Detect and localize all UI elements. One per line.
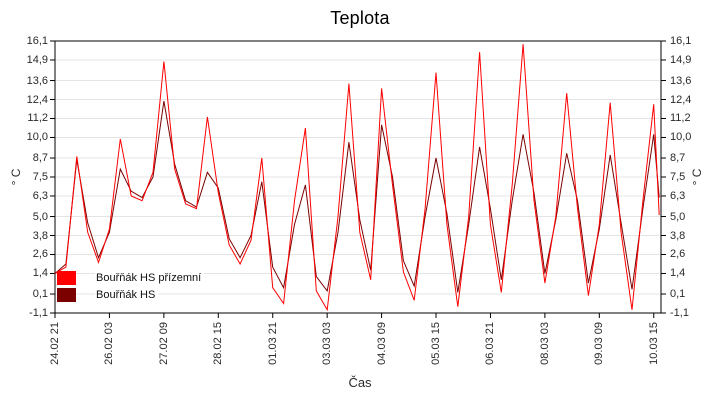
y-tick-label-left: 16,1	[26, 35, 48, 47]
legend-label: Bouřňák HS	[95, 287, 159, 302]
legend-item-0: Bouřňák HS přízemní	[57, 269, 205, 286]
x-axis-title: Čas	[348, 375, 372, 390]
chart-title: Teplota	[330, 8, 390, 28]
y-tick-label-left: 8,7	[32, 152, 48, 165]
legend: Bouřňák HS přízemní Bouřňák HS	[57, 269, 205, 303]
legend-item-1: Bouřňák HS	[57, 286, 204, 303]
x-tick-label: 05.03 15	[430, 322, 443, 365]
series-line-0	[54, 44, 660, 312]
y-tick-label-right: 6,3	[670, 189, 686, 202]
y-tick-label-right: 8,7	[670, 152, 686, 165]
y-tick-label-left: 12,4	[26, 93, 48, 106]
x-tick-label: 01.03 21	[266, 322, 279, 365]
y-tick-label-left: 10,0	[26, 131, 48, 144]
x-tick-label: 26.02 03	[103, 322, 116, 365]
y-tick-label-right: 10,0	[670, 131, 692, 144]
y-tick-label-right: 1,4	[670, 267, 686, 280]
y-tick-label-left: 0,1	[32, 288, 48, 301]
y-tick-label-left: 14,9	[26, 53, 48, 66]
x-tick-label: 08.03 03	[538, 322, 551, 365]
y-tick-label-right: 11,2	[670, 112, 691, 125]
x-tick-label: 09.03 09	[593, 322, 606, 365]
series-line-1	[54, 101, 660, 293]
y-tick-label-right: 7,5	[670, 171, 686, 183]
y-tick-label-left: 2,6	[32, 248, 48, 261]
y-tick-label-right: 2,6	[670, 248, 686, 261]
x-tick-label: 24.02 21	[49, 322, 61, 365]
x-tick-label: 10.03 15	[647, 322, 660, 365]
y-tick-label-right: 12,4	[670, 93, 692, 106]
y-tick-label-right: 14,9	[670, 53, 692, 66]
x-tick-label: 27.02 09	[157, 322, 170, 365]
y-tick-label-left: 11,2	[27, 112, 48, 125]
y-tick-label-right: 0,1	[670, 288, 686, 301]
y-tick-label-left: 7,5	[32, 171, 48, 183]
y-tick-label-right: 16,1	[670, 35, 692, 47]
y-tick-label-left: 3,8	[32, 229, 48, 242]
y-tick-label-right: 13,6	[670, 74, 692, 87]
y-tick-label-left: 5,0	[32, 210, 48, 223]
y-tick-label-left: -1,1	[29, 307, 48, 319]
legend-swatch-icon	[57, 270, 76, 285]
x-tick-label: 06.03 21	[484, 322, 497, 365]
x-tick-label: 04.03 09	[375, 322, 388, 365]
y-tick-label-left: 6,3	[32, 189, 48, 202]
y-tick-label-right: -1,1	[670, 307, 689, 319]
plot-frame	[54, 40, 662, 314]
y-tick-label-left: 13,6	[26, 74, 48, 87]
y-tick-label-left: 1,4	[32, 267, 48, 280]
legend-swatch-icon	[57, 287, 76, 302]
legend-label: Bouřňák HS přízemní	[95, 270, 205, 285]
x-tick-label: 28.02 15	[212, 322, 225, 365]
y-tick-label-right: 5,0	[670, 210, 686, 223]
x-tick-label: 03.03 03	[321, 322, 334, 365]
y-tick-label-right: 3,8	[670, 229, 686, 242]
